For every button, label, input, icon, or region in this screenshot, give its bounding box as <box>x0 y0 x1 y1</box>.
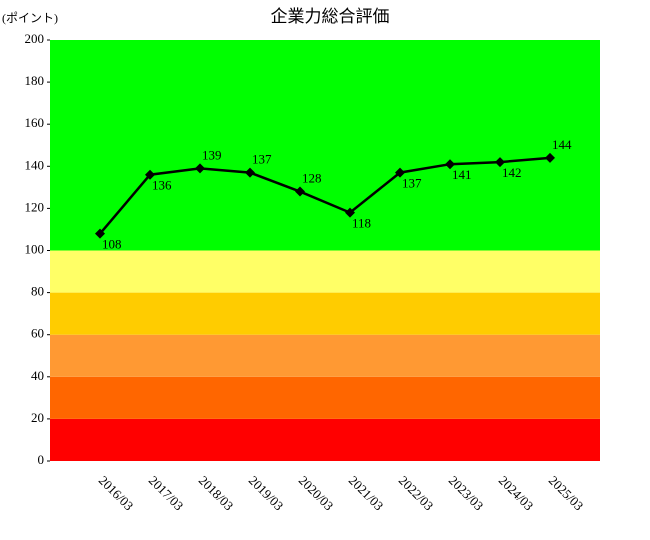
data-point <box>145 169 155 180</box>
y-tick-label: 180 <box>25 73 45 88</box>
data-label: 128 <box>302 171 322 186</box>
data-label: 142 <box>502 165 522 180</box>
y-tick-label: 80 <box>31 284 44 299</box>
x-tick-label: 2020/03 <box>296 473 337 514</box>
x-tick-label: 2025/03 <box>546 473 587 514</box>
x-tick-label: 2016/03 <box>96 473 137 514</box>
data-label: 137 <box>252 152 272 167</box>
x-tick-label: 2023/03 <box>446 473 487 514</box>
chart-title: 企業力総合評価 <box>271 7 390 26</box>
y-axis-label: (ポイント) <box>2 11 58 25</box>
y-tick-label: 0 <box>38 452 45 467</box>
x-tick-label: 2021/03 <box>346 473 387 514</box>
x-tick-label: 2022/03 <box>396 473 437 514</box>
x-tick-label: 2024/03 <box>496 473 537 514</box>
threshold-band <box>50 40 600 251</box>
data-point <box>295 186 305 197</box>
data-point <box>195 163 205 174</box>
threshold-band <box>50 418 600 461</box>
x-tick-label: 2018/03 <box>196 473 237 514</box>
data-label: 118 <box>352 216 371 231</box>
y-tick-label: 60 <box>31 326 44 341</box>
threshold-band <box>50 250 600 293</box>
threshold-band <box>50 376 600 419</box>
x-tick-label: 2017/03 <box>146 473 187 514</box>
data-label: 141 <box>452 167 472 182</box>
y-tick-label: 140 <box>25 157 45 172</box>
threshold-band <box>50 334 600 377</box>
data-label: 144 <box>552 137 572 152</box>
data-label: 137 <box>402 176 422 191</box>
x-tick-label: 2019/03 <box>246 473 287 514</box>
data-point <box>345 207 355 218</box>
data-label: 136 <box>152 178 172 193</box>
y-tick-label: 160 <box>25 115 45 130</box>
data-point <box>495 157 505 168</box>
data-point <box>545 152 555 163</box>
data-label: 108 <box>102 237 122 252</box>
data-point <box>445 159 455 170</box>
y-tick-label: 120 <box>25 199 45 214</box>
data-point <box>245 167 255 178</box>
data-point <box>95 228 105 239</box>
data-label: 139 <box>202 147 222 162</box>
series-line <box>99 156 551 235</box>
y-tick-label: 100 <box>25 241 45 256</box>
y-tick-label: 200 <box>25 31 45 46</box>
threshold-band <box>50 292 600 335</box>
y-tick-label: 40 <box>31 368 44 383</box>
data-point <box>395 167 405 178</box>
y-tick-label: 20 <box>31 410 44 425</box>
